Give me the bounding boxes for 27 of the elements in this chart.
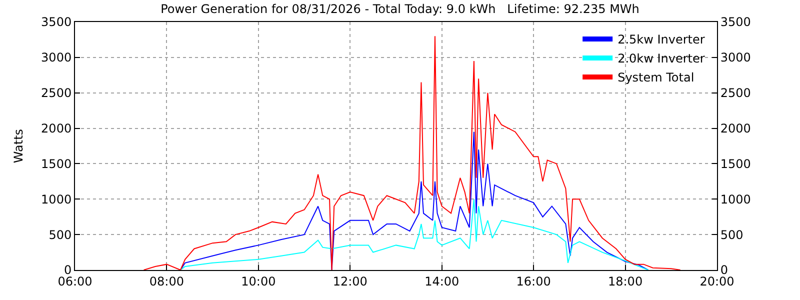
y-tick-label: 3000 [41,50,72,65]
line-series [180,198,649,270]
chart-title: Power Generation for 08/31/2026 - Total Today: 9.0 kWh Lifetime: 92.235 MWh [160,2,640,16]
y-tick-label: 1500 [41,156,72,171]
y-axis-title: Watts [11,128,26,164]
x-tick-label: 16:00 [516,274,551,288]
legend-label: System Total [618,70,694,85]
y2-tick-label: 1000 [720,192,751,206]
x-tick-label: 10:00 [241,274,276,288]
legend-label: 2.5kw Inverter [618,32,705,47]
y2-tick-label: 2500 [720,86,751,100]
x-tick-label: 12:00 [332,274,368,288]
line-series [180,131,649,270]
y2-tick-label: 2000 [720,121,751,136]
y-tick-label: 3500 [41,15,72,30]
y-tick-label: 2500 [41,86,72,100]
x-tick-label: 08:00 [149,274,184,288]
legend-label: 2.0kw Inverter [618,52,705,66]
y-tick-label: 2000 [41,121,72,136]
x-tick-label: 14:00 [424,274,460,288]
y2-tick-label: 3000 [720,50,751,65]
y-tick-label: 500 [48,228,72,242]
y2-tick-label: 1500 [720,156,751,171]
y2-tick-label: 3500 [720,15,751,30]
y-tick-label: 1000 [41,192,72,206]
y2-tick-label: 500 [720,228,744,242]
x-tick-label: 18:00 [608,274,643,288]
